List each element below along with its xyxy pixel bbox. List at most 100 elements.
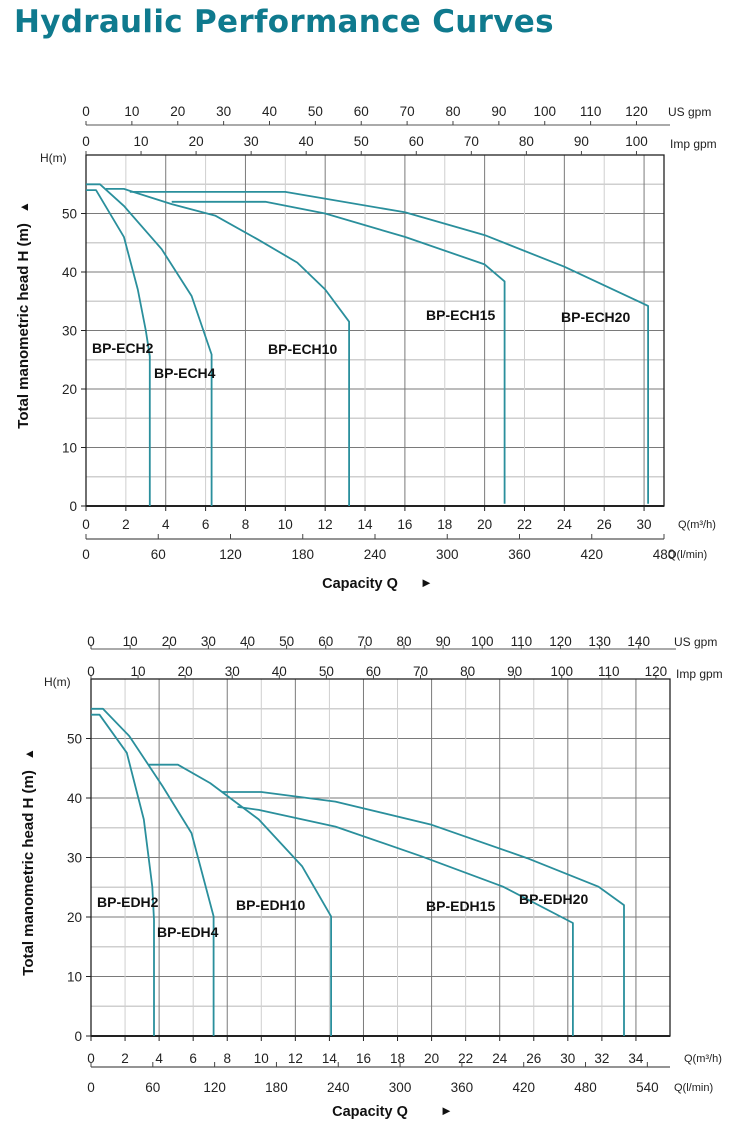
- secondary-tick-label: 100: [625, 134, 648, 149]
- curve-label: BP-EDH10: [236, 897, 305, 913]
- secondary-tick-label: 110: [580, 104, 602, 119]
- secondary-tick-label: 10: [123, 634, 138, 649]
- curve-label: BP-ECH2: [92, 340, 154, 356]
- y-axis-arrow-icon: ▲: [17, 201, 31, 213]
- secondary-tick-label: 0: [87, 1080, 95, 1095]
- secondary-tick-label: 360: [451, 1080, 474, 1095]
- curve-bp-ech2: [86, 189, 151, 506]
- x-tick-label: 32: [594, 1051, 609, 1066]
- y-tick-label: 10: [62, 441, 77, 456]
- secondary-tick-label: 70: [357, 634, 372, 649]
- x-tick-label: 24: [492, 1051, 508, 1066]
- secondary-tick-label: 20: [178, 664, 193, 679]
- secondary-axis-unit: Q(l/min): [668, 549, 707, 561]
- secondary-tick-label: 30: [244, 134, 259, 149]
- y-tick-label: 0: [74, 1029, 82, 1044]
- secondary-tick-label: 40: [240, 634, 255, 649]
- x-tick-label: 8: [223, 1051, 231, 1066]
- secondary-tick-label: 70: [400, 104, 415, 119]
- secondary-tick-label: 140: [627, 634, 650, 649]
- secondary-tick-label: 0: [87, 634, 95, 649]
- x-tick-label: 16: [356, 1051, 371, 1066]
- x-axis-title: Capacity Q: [322, 576, 398, 592]
- secondary-tick-label: 50: [319, 664, 334, 679]
- curve-bp-ech4: [86, 183, 213, 506]
- x-tick-label: 30: [637, 517, 652, 532]
- curve-bp-edh15: [237, 806, 574, 1036]
- y-tick-label: 10: [67, 970, 82, 985]
- curve-bp-ech20: [129, 191, 649, 504]
- secondary-tick-label: 20: [170, 104, 185, 119]
- x-tick-label: 0: [82, 517, 90, 532]
- secondary-tick-label: 120: [645, 664, 668, 679]
- secondary-tick-label: 50: [308, 104, 323, 119]
- secondary-tick-label: 120: [219, 547, 242, 562]
- secondary-tick-label: 40: [299, 134, 314, 149]
- curve-label: BP-EDH20: [519, 891, 588, 907]
- secondary-tick-label: 70: [413, 664, 428, 679]
- secondary-axis-unit: US gpm: [674, 635, 717, 649]
- x-tick-label: 14: [358, 517, 374, 532]
- x-tick-label: 34: [628, 1051, 644, 1066]
- x-tick-label: 8: [242, 517, 250, 532]
- secondary-tick-label: 300: [436, 547, 459, 562]
- x-tick-label: 20: [477, 517, 492, 532]
- secondary-tick-label: 90: [507, 664, 522, 679]
- secondary-tick-label: 360: [508, 547, 531, 562]
- secondary-tick-label: 90: [574, 134, 589, 149]
- secondary-tick-label: 10: [124, 104, 139, 119]
- y-tick-label: 40: [67, 791, 82, 806]
- y-axis-arrow-icon: ▲: [22, 748, 36, 760]
- secondary-tick-label: 240: [327, 1080, 350, 1095]
- secondary-tick-label: 480: [653, 547, 676, 562]
- curve-label: BP-ECH20: [561, 309, 630, 325]
- secondary-tick-label: 80: [445, 104, 460, 119]
- secondary-tick-label: 60: [409, 134, 424, 149]
- curve-bp-edh2: [91, 713, 155, 1036]
- secondary-tick-label: 20: [162, 634, 177, 649]
- secondary-tick-label: 180: [265, 1080, 288, 1095]
- x-tick-label: 18: [390, 1051, 405, 1066]
- secondary-tick-label: 0: [82, 547, 90, 562]
- curve-bp-edh20: [222, 791, 625, 1036]
- curve-bp-edh4: [91, 707, 215, 1036]
- secondary-tick-label: 180: [291, 547, 314, 562]
- secondary-tick-label: 50: [279, 634, 294, 649]
- secondary-tick-label: 130: [588, 634, 611, 649]
- secondary-tick-label: 40: [262, 104, 277, 119]
- x-tick-label: 14: [322, 1051, 338, 1066]
- secondary-tick-label: 240: [364, 547, 387, 562]
- x-tick-label: 2: [122, 517, 130, 532]
- secondary-tick-label: 0: [82, 104, 90, 119]
- y-tick-label: 0: [69, 499, 77, 514]
- secondary-axis-unit: US gpm: [668, 105, 711, 119]
- secondary-tick-label: 480: [574, 1080, 597, 1095]
- y-axis-title: Total manometric head H (m) ▲: [15, 201, 32, 428]
- curve-label: BP-EDH2: [97, 894, 159, 910]
- secondary-tick-label: 30: [225, 664, 240, 679]
- secondary-tick-label: 0: [82, 134, 90, 149]
- secondary-tick-label: 40: [272, 664, 287, 679]
- curve-bp-ech10: [105, 188, 350, 506]
- secondary-tick-label: 120: [625, 104, 648, 119]
- secondary-tick-label: 70: [464, 134, 479, 149]
- y-unit-label: H(m): [44, 675, 71, 689]
- secondary-tick-label: 20: [189, 134, 204, 149]
- x-tick-label: 6: [189, 1051, 197, 1066]
- secondary-tick-label: 90: [436, 634, 451, 649]
- secondary-tick-label: 100: [533, 104, 556, 119]
- secondary-tick-label: 60: [145, 1080, 160, 1095]
- page-title: Hydraulic Performance Curves: [14, 4, 554, 40]
- secondary-tick-label: 60: [318, 634, 333, 649]
- secondary-tick-label: 30: [216, 104, 231, 119]
- secondary-tick-label: 80: [519, 134, 534, 149]
- x-tick-label: 24: [557, 517, 573, 532]
- y-tick-label: 20: [67, 910, 82, 925]
- secondary-tick-label: 110: [598, 664, 620, 679]
- x-tick-label: 2: [121, 1051, 129, 1066]
- secondary-tick-label: 420: [580, 547, 603, 562]
- secondary-tick-label: 30: [201, 634, 216, 649]
- y-tick-label: 50: [67, 732, 82, 747]
